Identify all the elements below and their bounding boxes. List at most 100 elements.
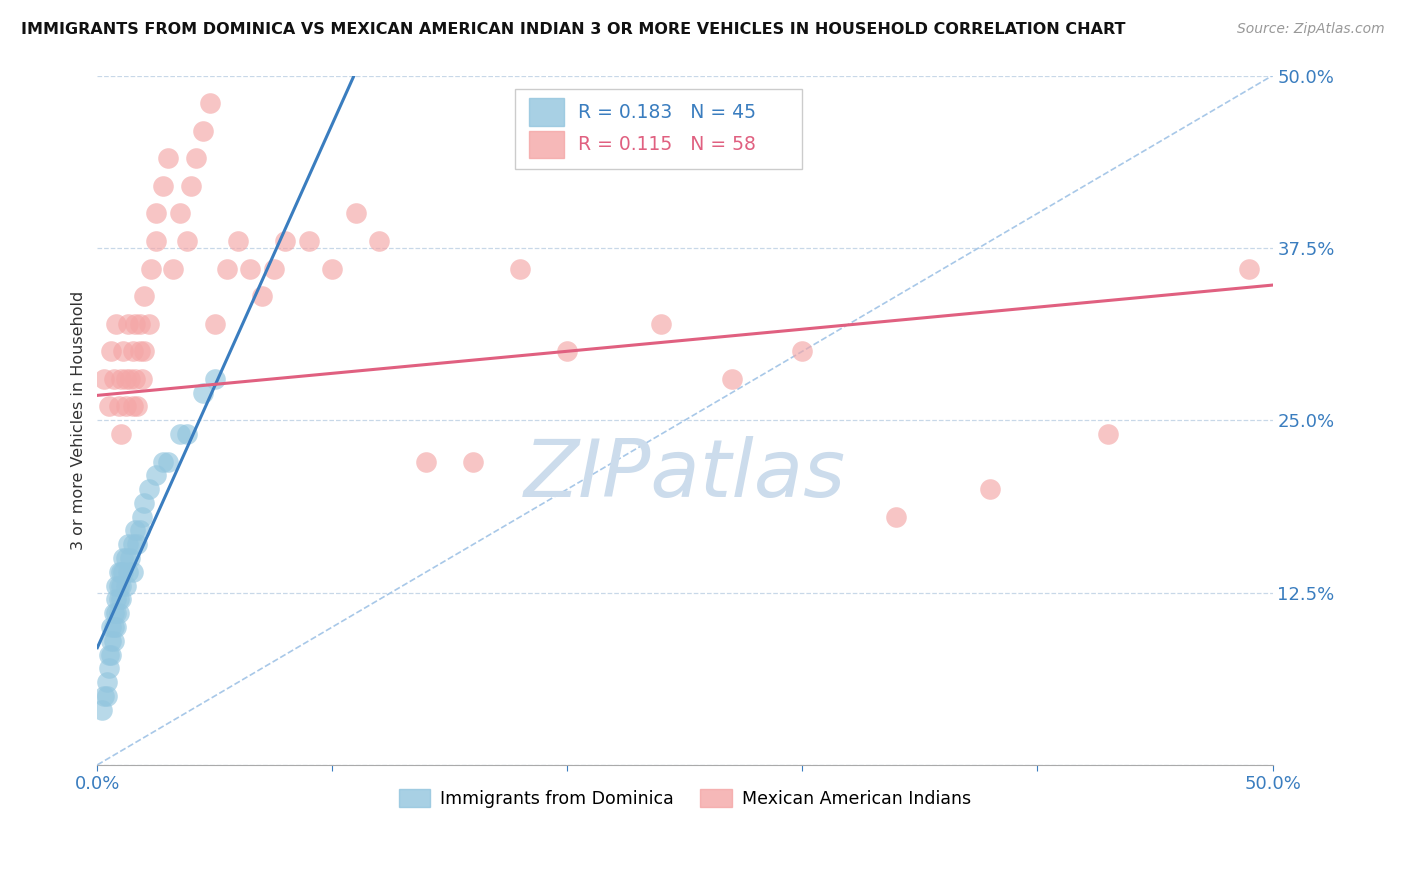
Immigrants from Dominica — [103, 606, 125, 620]
Text: R = 0.183   N = 45: R = 0.183 N = 45 — [578, 103, 756, 121]
Mexican American Indians — [107, 400, 129, 414]
Immigrants from Dominica — [117, 565, 139, 579]
Mexican American Indians — [121, 400, 143, 414]
Mexican American Indians — [792, 344, 814, 359]
Mexican American Indians — [98, 400, 121, 414]
Mexican American Indians — [321, 261, 343, 276]
Legend: Immigrants from Dominica, Mexican American Indians: Immigrants from Dominica, Mexican Americ… — [392, 782, 979, 814]
Immigrants from Dominica — [127, 537, 149, 551]
Immigrants from Dominica — [191, 385, 214, 400]
Immigrants from Dominica — [107, 565, 129, 579]
Immigrants from Dominica — [138, 482, 160, 496]
Mexican American Indians — [127, 400, 149, 414]
FancyBboxPatch shape — [529, 130, 564, 158]
Mexican American Indians — [145, 206, 167, 220]
Mexican American Indians — [152, 178, 174, 193]
Immigrants from Dominica — [98, 661, 121, 675]
Immigrants from Dominica — [145, 468, 167, 483]
Mexican American Indians — [979, 482, 1001, 496]
Mexican American Indians — [298, 234, 321, 248]
Mexican American Indians — [114, 400, 136, 414]
Immigrants from Dominica — [121, 565, 143, 579]
Mexican American Indians — [121, 344, 143, 359]
Immigrants from Dominica — [128, 524, 150, 538]
Immigrants from Dominica — [124, 524, 146, 538]
Mexican American Indians — [415, 454, 437, 468]
Immigrants from Dominica — [121, 537, 143, 551]
Immigrants from Dominica — [117, 537, 139, 551]
Mexican American Indians — [176, 234, 198, 248]
Immigrants from Dominica — [96, 689, 118, 703]
FancyBboxPatch shape — [515, 89, 803, 169]
Y-axis label: 3 or more Vehicles in Household: 3 or more Vehicles in Household — [72, 291, 86, 549]
Immigrants from Dominica — [110, 565, 132, 579]
Mexican American Indians — [134, 344, 156, 359]
Immigrants from Dominica — [169, 427, 191, 442]
Immigrants from Dominica — [105, 579, 128, 593]
Immigrants from Dominica — [107, 579, 129, 593]
Mexican American Indians — [463, 454, 485, 468]
Mexican American Indians — [557, 344, 579, 359]
Mexican American Indians — [721, 372, 744, 386]
Immigrants from Dominica — [91, 703, 114, 717]
Immigrants from Dominica — [152, 454, 174, 468]
Immigrants from Dominica — [103, 620, 125, 634]
Immigrants from Dominica — [105, 606, 128, 620]
Text: ZIPatlas: ZIPatlas — [524, 436, 846, 515]
Mexican American Indians — [228, 234, 250, 248]
Mexican American Indians — [650, 317, 672, 331]
Immigrants from Dominica — [93, 689, 115, 703]
Immigrants from Dominica — [204, 372, 226, 386]
Immigrants from Dominica — [112, 551, 135, 566]
Immigrants from Dominica — [103, 633, 125, 648]
Mexican American Indians — [93, 372, 115, 386]
Mexican American Indians — [128, 344, 150, 359]
Immigrants from Dominica — [110, 592, 132, 607]
Mexican American Indians — [162, 261, 184, 276]
Mexican American Indians — [169, 206, 191, 220]
Mexican American Indians — [110, 427, 132, 442]
Mexican American Indians — [145, 234, 167, 248]
Immigrants from Dominica — [107, 606, 129, 620]
FancyBboxPatch shape — [529, 98, 564, 126]
Immigrants from Dominica — [110, 579, 132, 593]
Mexican American Indians — [141, 261, 163, 276]
Immigrants from Dominica — [134, 496, 156, 510]
Mexican American Indians — [250, 289, 273, 303]
Mexican American Indians — [105, 317, 128, 331]
Mexican American Indians — [198, 96, 221, 111]
Immigrants from Dominica — [105, 592, 128, 607]
Text: IMMIGRANTS FROM DOMINICA VS MEXICAN AMERICAN INDIAN 3 OR MORE VEHICLES IN HOUSEH: IMMIGRANTS FROM DOMINICA VS MEXICAN AMER… — [21, 22, 1126, 37]
Mexican American Indians — [138, 317, 160, 331]
Mexican American Indians — [156, 151, 179, 165]
Immigrants from Dominica — [120, 551, 142, 566]
Immigrants from Dominica — [98, 648, 121, 662]
Mexican American Indians — [110, 372, 132, 386]
Mexican American Indians — [120, 372, 142, 386]
Mexican American Indians — [239, 261, 262, 276]
Mexican American Indians — [134, 289, 156, 303]
Mexican American Indians — [263, 261, 285, 276]
Text: Source: ZipAtlas.com: Source: ZipAtlas.com — [1237, 22, 1385, 37]
Immigrants from Dominica — [100, 648, 122, 662]
Mexican American Indians — [368, 234, 391, 248]
Mexican American Indians — [100, 344, 122, 359]
Mexican American Indians — [184, 151, 207, 165]
Mexican American Indians — [124, 317, 146, 331]
Mexican American Indians — [124, 372, 146, 386]
Immigrants from Dominica — [156, 454, 179, 468]
Immigrants from Dominica — [114, 551, 136, 566]
Immigrants from Dominica — [131, 509, 153, 524]
Mexican American Indians — [886, 509, 908, 524]
Text: R = 0.115   N = 58: R = 0.115 N = 58 — [578, 135, 756, 154]
Mexican American Indians — [274, 234, 297, 248]
Immigrants from Dominica — [100, 620, 122, 634]
Mexican American Indians — [103, 372, 125, 386]
Mexican American Indians — [215, 261, 238, 276]
Mexican American Indians — [180, 178, 202, 193]
Mexican American Indians — [117, 317, 139, 331]
Mexican American Indians — [1097, 427, 1119, 442]
Mexican American Indians — [204, 317, 226, 331]
Immigrants from Dominica — [105, 620, 128, 634]
Mexican American Indians — [1237, 261, 1260, 276]
